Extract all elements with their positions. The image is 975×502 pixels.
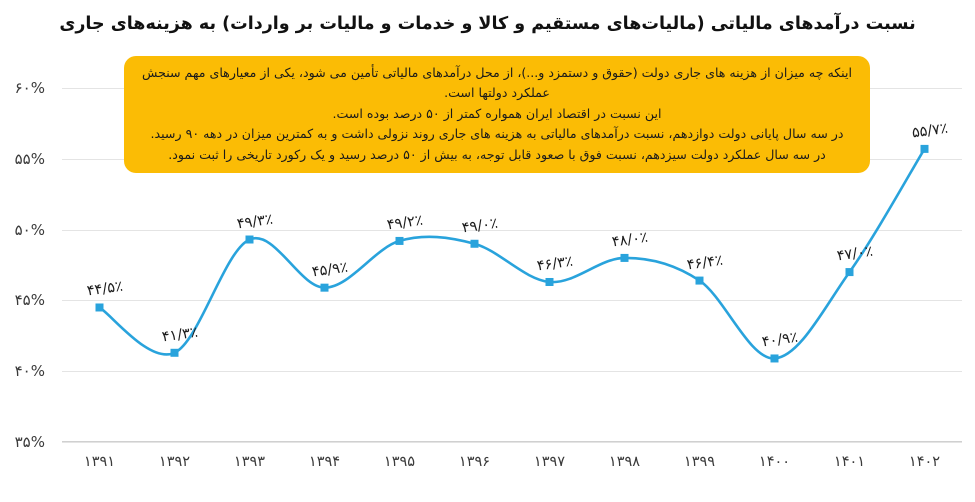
data-point-marker[interactable] — [920, 144, 929, 153]
data-point-marker[interactable] — [320, 283, 329, 292]
data-point-marker[interactable] — [695, 276, 704, 285]
gridline — [62, 229, 962, 231]
x-axis-tick-label: ۱۳۹۶ — [458, 454, 491, 470]
x-axis-tick-label: ۱۳۹۸ — [608, 454, 641, 470]
x-axis-tick-label: ۱۴۰۲ — [908, 454, 941, 470]
x-axis-line — [62, 441, 962, 442]
callout-note: اینکه چه میزان از هزینه های جاری دولت (ح… — [124, 56, 870, 173]
x-axis-tick-label: ۱۴۰۰ — [758, 454, 791, 470]
x-axis-tick-label: ۱۳۹۷ — [533, 454, 566, 470]
data-point-marker[interactable] — [395, 236, 404, 245]
data-point-marker[interactable] — [245, 235, 254, 244]
callout-line: در سه سال عملکرد دولت سیزدهم، نسبت فوق ب… — [168, 146, 826, 162]
data-point-marker[interactable] — [170, 348, 179, 357]
data-point-marker[interactable] — [470, 239, 479, 248]
gridline — [62, 442, 962, 443]
x-axis-tick-label: ۱۳۹۹ — [683, 454, 716, 470]
x-axis-tick-label: ۱۳۹۳ — [233, 454, 266, 470]
x-axis-tick-label: ۱۳۹۱ — [83, 454, 116, 470]
gridline — [62, 371, 962, 373]
gridline — [62, 300, 962, 302]
data-point-marker[interactable] — [545, 277, 554, 286]
series-line-chart — [95, 144, 929, 363]
chart-title: نسبت درآمدهای مالیاتی (مالیات‌های مستقیم… — [59, 14, 916, 34]
callout-line: این نسبت در اقتصاد ایران همواره کمتر از … — [332, 105, 662, 121]
y-axis-tick-label: ۴۵% — [14, 291, 45, 310]
y-axis-tick-label: ۶۰% — [14, 79, 45, 97]
y-axis-tick-label: ۳۵% — [14, 433, 45, 451]
data-point-marker[interactable] — [770, 354, 779, 363]
data-point-marker[interactable] — [845, 268, 854, 277]
x-axis-tick-label: ۱۳۹۲ — [158, 454, 191, 470]
y-axis-tick-label: ۵۵% — [14, 149, 45, 168]
y-axis-tick-label: ۴۰% — [14, 362, 45, 381]
callout-line: اینکه چه میزان از هزینه های جاری دولت (ح… — [142, 65, 852, 101]
callout-line: در سه سال پایانی دولت دوازدهم، نسبت درآم… — [150, 126, 844, 142]
x-axis-tick-label: ۱۳۹۴ — [308, 454, 341, 470]
series-line — [98, 147, 926, 360]
data-point-marker[interactable] — [620, 253, 629, 262]
x-axis-tick-label: ۱۳۹۵ — [383, 454, 416, 470]
x-axis-tick-label: ۱۴۰۱ — [833, 454, 866, 470]
data-point-marker[interactable] — [95, 303, 104, 312]
y-axis-tick-label: ۵۰% — [14, 220, 45, 239]
